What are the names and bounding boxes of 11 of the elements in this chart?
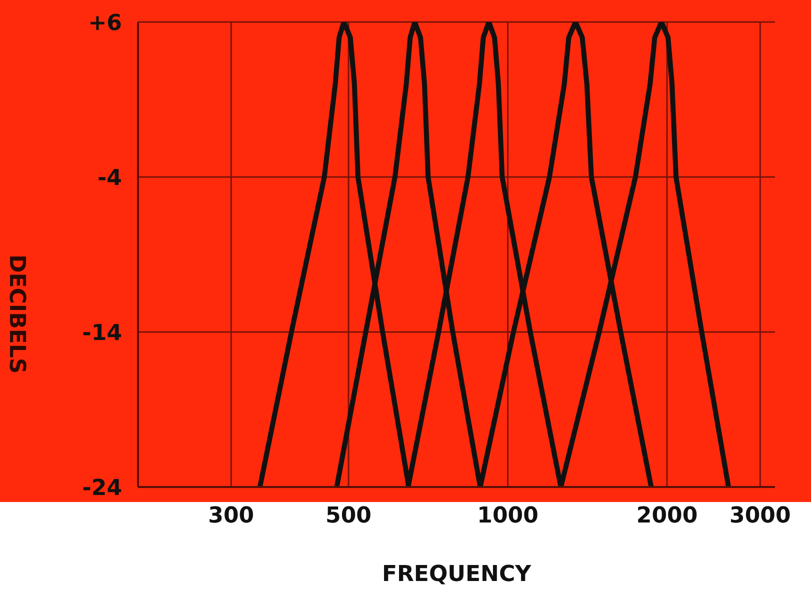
x-tick-label: 3000 xyxy=(730,504,791,529)
x-tick-label: 1000 xyxy=(477,504,538,529)
y-tick-label: -4 xyxy=(98,166,122,191)
x-tick-label: 500 xyxy=(326,504,372,529)
x-tick-label: 300 xyxy=(208,504,254,529)
y-axis-title: DECIBELS xyxy=(4,254,30,374)
y-tick-label: +6 xyxy=(88,10,122,36)
x-axis-title: FREQUENCY xyxy=(382,562,532,587)
y-tick-label: -14 xyxy=(82,320,122,346)
x-tick-label: 2000 xyxy=(636,504,698,529)
y-tick-label: -24 xyxy=(82,476,122,501)
